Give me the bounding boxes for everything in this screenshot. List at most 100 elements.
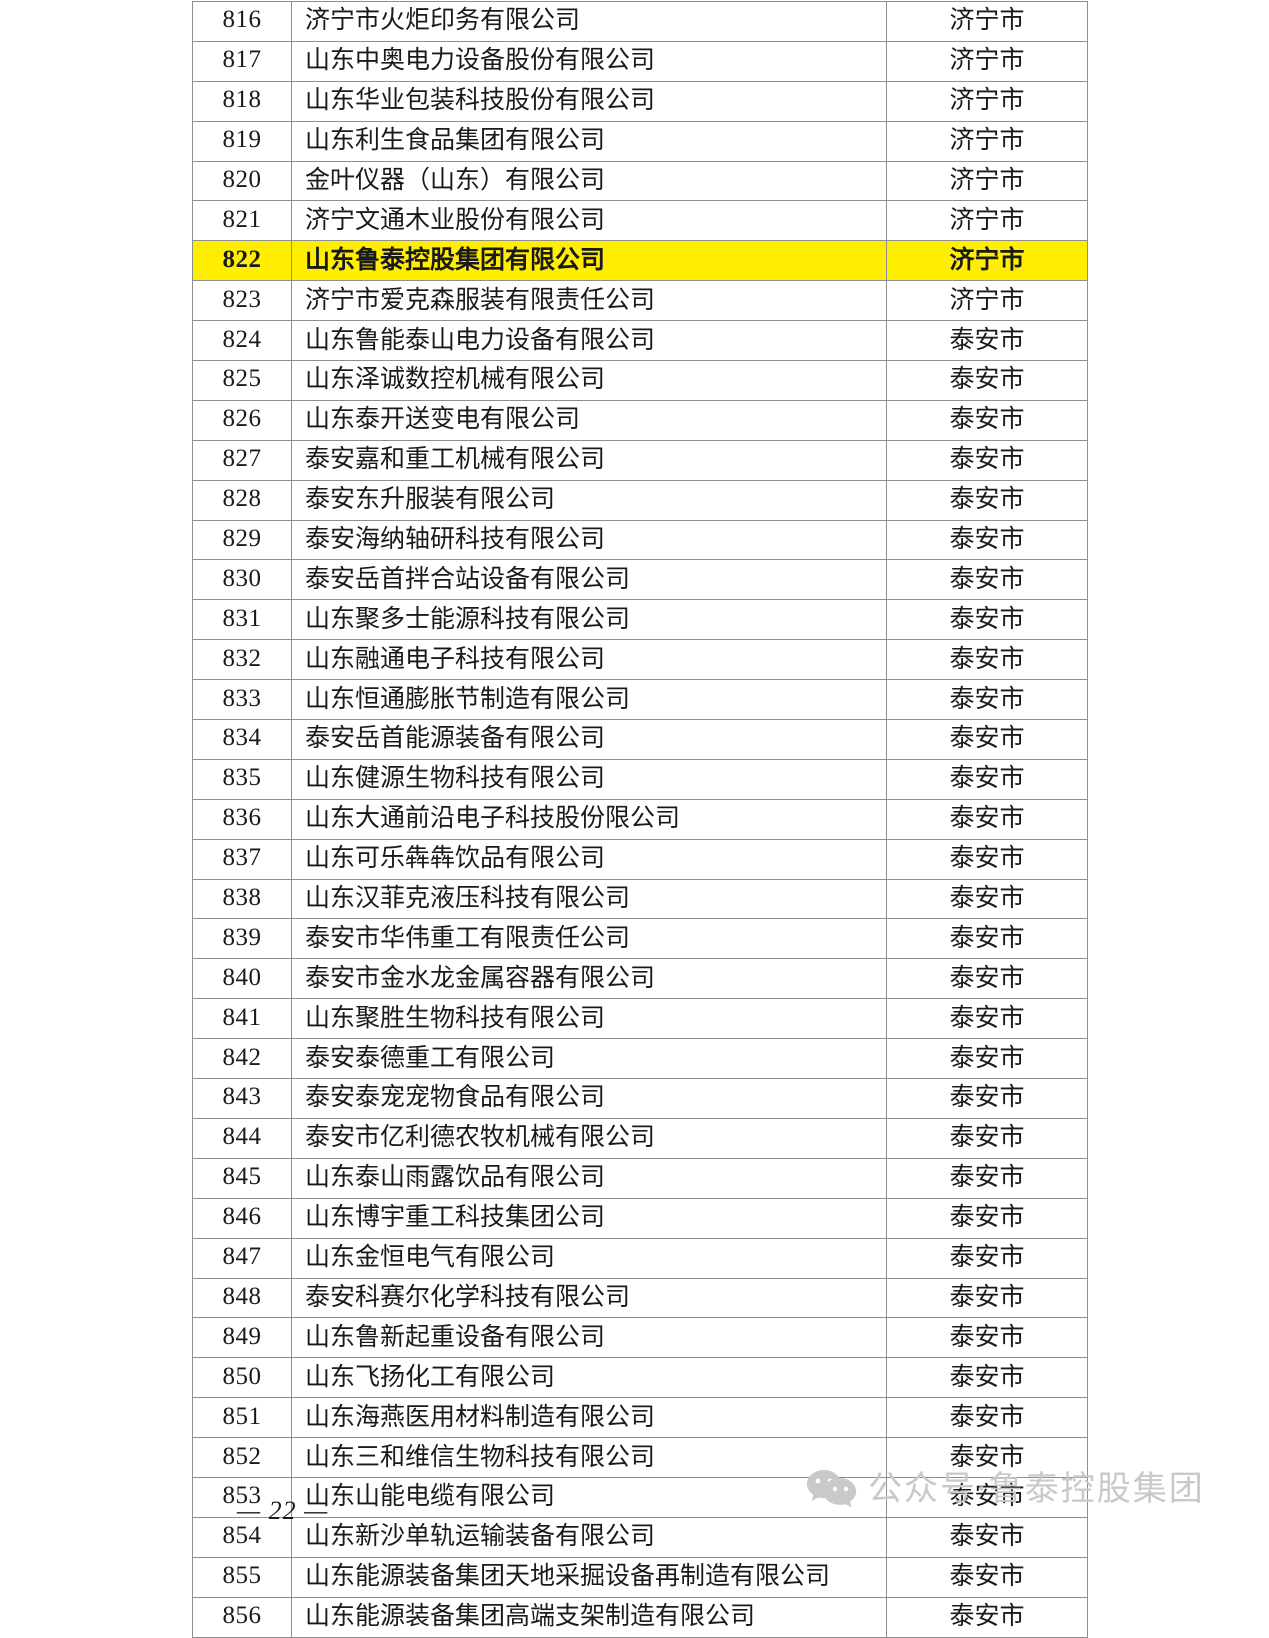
table-row: 817 山东中奥电力设备股份有限公司 济宁市 — [192, 40, 1088, 82]
row-index-cell: 852 — [192, 1437, 292, 1478]
row-index-cell: 843 — [192, 1078, 292, 1119]
city-cell: 泰安市 — [886, 719, 1088, 760]
company-name-cell: 山东金恒电气有限公司 — [291, 1237, 887, 1279]
company-name-cell: 山东博宇重工科技集团公司 — [291, 1197, 887, 1239]
city-cell: 泰安市 — [886, 1317, 1088, 1359]
table-row: 837 山东可乐犇犇饮品有限公司 泰安市 — [192, 838, 1088, 880]
table-row: 840 泰安市金水龙金属容器有限公司 泰安市 — [192, 958, 1088, 1000]
company-name-cell: 山东大通前沿电子科技股份限公司 — [291, 798, 887, 840]
table-row: 820 金叶仪器（山东）有限公司 济宁市 — [192, 160, 1088, 202]
row-index-cell: 856 — [192, 1596, 292, 1638]
row-index-cell: 840 — [192, 958, 292, 1000]
city-cell: 泰安市 — [886, 1476, 1088, 1518]
city-cell: 泰安市 — [886, 599, 1088, 641]
company-name-cell: 山东聚胜生物科技有限公司 — [291, 998, 887, 1040]
row-index-cell: 834 — [192, 719, 292, 760]
table-row: 822 山东鲁泰控股集团有限公司 济宁市 — [192, 240, 1088, 282]
company-name-cell: 山东鲁能泰山电力设备有限公司 — [291, 320, 887, 362]
row-index-cell: 820 — [192, 160, 292, 202]
row-index-cell: 849 — [192, 1317, 292, 1359]
table-row: 849 山东鲁新起重设备有限公司 泰安市 — [192, 1317, 1088, 1359]
company-name-cell: 山东聚多士能源科技有限公司 — [291, 599, 887, 641]
page-number: — 22 — — [237, 1496, 329, 1525]
company-name-cell: 山东能源装备集团天地采掘设备再制造有限公司 — [291, 1556, 887, 1598]
table-row: 834 泰安岳首能源装备有限公司 泰安市 — [192, 719, 1088, 760]
table-row: 826 山东泰开送变电有限公司 泰安市 — [192, 399, 1088, 441]
city-cell: 济宁市 — [886, 1, 1088, 42]
city-cell: 泰安市 — [886, 360, 1088, 401]
row-index-cell: 822 — [192, 240, 292, 282]
company-name-cell: 山东鲁新起重设备有限公司 — [291, 1317, 887, 1359]
row-index-cell: 848 — [192, 1277, 292, 1319]
company-list-table: 816 济宁市火炬印务有限公司 济宁市 817 山东中奥电力设备股份有限公司 济宁市 818… — [192, 1, 1088, 1638]
company-name-cell: 山东能源装备集团高端支架制造有限公司 — [291, 1596, 887, 1638]
company-name-cell: 山东健源生物科技有限公司 — [291, 758, 887, 800]
company-name-cell: 泰安嘉和重工机械有限公司 — [291, 439, 887, 481]
row-index-cell: 837 — [192, 838, 292, 880]
company-name-cell: 金叶仪器（山东）有限公司 — [291, 160, 887, 202]
city-cell: 泰安市 — [886, 439, 1088, 481]
city-cell: 泰安市 — [886, 399, 1088, 441]
company-name-cell: 泰安科赛尔化学科技有限公司 — [291, 1277, 887, 1319]
city-cell: 济宁市 — [886, 120, 1088, 162]
city-cell: 泰安市 — [886, 1117, 1088, 1159]
table-body: 816 济宁市火炬印务有限公司 济宁市 817 山东中奥电力设备股份有限公司 济宁市 818… — [192, 1, 1088, 1638]
row-index-cell: 824 — [192, 320, 292, 362]
row-index-cell: 836 — [192, 798, 292, 840]
city-cell: 泰安市 — [886, 479, 1088, 521]
table-row: 816 济宁市火炬印务有限公司 济宁市 — [192, 1, 1088, 42]
row-index-cell: 817 — [192, 40, 292, 82]
table-row: 831 山东聚多士能源科技有限公司 泰安市 — [192, 599, 1088, 641]
row-index-cell: 819 — [192, 120, 292, 162]
table-row: 851 山东海燕医用材料制造有限公司 泰安市 — [192, 1397, 1088, 1439]
table-row: 841 山东聚胜生物科技有限公司 泰安市 — [192, 998, 1088, 1040]
company-name-cell: 泰安岳首能源装备有限公司 — [291, 719, 887, 760]
table-row: 833 山东恒通膨胀节制造有限公司 泰安市 — [192, 679, 1088, 721]
company-name-cell: 泰安泰德重工有限公司 — [291, 1038, 887, 1080]
company-name-cell: 山东泰开送变电有限公司 — [291, 399, 887, 441]
company-name-cell: 泰安泰宠宠物食品有限公司 — [291, 1078, 887, 1119]
company-name-cell: 山东泰山雨露饮品有限公司 — [291, 1157, 887, 1199]
table-row: 829 泰安海纳轴研科技有限公司 泰安市 — [192, 519, 1088, 561]
company-name-cell: 山东海燕医用材料制造有限公司 — [291, 1397, 887, 1439]
company-name-cell: 山东鲁泰控股集团有限公司 — [291, 240, 887, 282]
company-name-cell: 泰安岳首拌合站设备有限公司 — [291, 559, 887, 601]
table-row: 844 泰安市亿利德农牧机械有限公司 泰安市 — [192, 1117, 1088, 1159]
table-row: 827 泰安嘉和重工机械有限公司 泰安市 — [192, 439, 1088, 481]
company-name-cell: 泰安市华伟重工有限责任公司 — [291, 918, 887, 960]
city-cell: 泰安市 — [886, 679, 1088, 721]
city-cell: 泰安市 — [886, 519, 1088, 561]
company-name-cell: 山东新沙单轨运输装备有限公司 — [291, 1516, 887, 1558]
city-cell: 泰安市 — [886, 1596, 1088, 1638]
table-row: 856 山东能源装备集团高端支架制造有限公司 泰安市 — [192, 1596, 1088, 1638]
table-row: 818 山东华业包装科技股份有限公司 济宁市 — [192, 80, 1088, 122]
table-row: 846 山东博宇重工科技集团公司 泰安市 — [192, 1197, 1088, 1239]
city-cell: 泰安市 — [886, 320, 1088, 362]
row-index-cell: 851 — [192, 1397, 292, 1439]
row-index-cell: 826 — [192, 399, 292, 441]
city-cell: 泰安市 — [886, 639, 1088, 681]
company-name-cell: 山东中奥电力设备股份有限公司 — [291, 40, 887, 82]
city-cell: 泰安市 — [886, 1038, 1088, 1080]
city-cell: 济宁市 — [886, 40, 1088, 82]
row-index-cell: 827 — [192, 439, 292, 481]
row-index-cell: 821 — [192, 200, 292, 242]
city-cell: 泰安市 — [886, 918, 1088, 960]
table-row: 821 济宁文通木业股份有限公司 济宁市 — [192, 200, 1088, 242]
company-name-cell: 山东华业包装科技股份有限公司 — [291, 80, 887, 122]
row-index-cell: 844 — [192, 1117, 292, 1159]
company-name-cell: 山东三和维信生物科技有限公司 — [291, 1437, 887, 1478]
table-row: 843 泰安泰宠宠物食品有限公司 泰安市 — [192, 1078, 1088, 1119]
row-index-cell: 816 — [192, 1, 292, 42]
row-index-cell: 841 — [192, 998, 292, 1040]
row-index-cell: 832 — [192, 639, 292, 681]
table-row: 855 山东能源装备集团天地采掘设备再制造有限公司 泰安市 — [192, 1556, 1088, 1598]
city-cell: 济宁市 — [886, 240, 1088, 282]
city-cell: 泰安市 — [886, 1357, 1088, 1399]
table-row: 847 山东金恒电气有限公司 泰安市 — [192, 1237, 1088, 1279]
row-index-cell: 855 — [192, 1556, 292, 1598]
row-index-cell: 847 — [192, 1237, 292, 1279]
city-cell: 泰安市 — [886, 1556, 1088, 1598]
table-row: 830 泰安岳首拌合站设备有限公司 泰安市 — [192, 559, 1088, 601]
company-name-cell: 济宁市火炬印务有限公司 — [291, 1, 887, 42]
